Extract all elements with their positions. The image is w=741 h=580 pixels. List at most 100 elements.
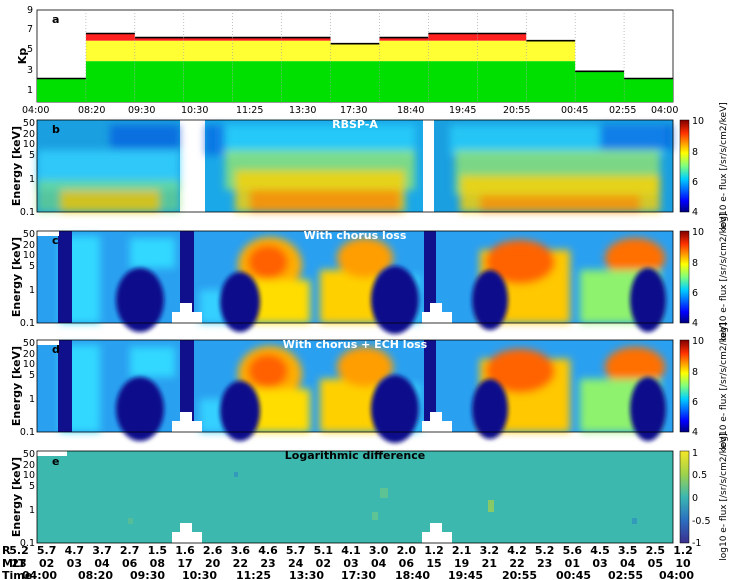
time-values-row: 04:00 08:20 09:30 10:30 11:25 13:30 17:3… — [22, 569, 694, 580]
panel-e-title: Logarithmic difference — [285, 449, 425, 462]
energy-ytick: 1 — [29, 505, 35, 516]
r-value: 1.2 — [424, 544, 444, 557]
mlt-value: 24 — [288, 557, 304, 570]
rbsp-a-panel — [36, 119, 674, 213]
chorus-ech-loss-panel — [36, 339, 674, 443]
kp-bar — [330, 42, 380, 102]
chorus-ech-loss-white-notches — [37, 340, 452, 432]
time-value: 10:30 — [182, 569, 217, 580]
r-value: 4.2 — [507, 544, 527, 557]
time-value: 18:40 — [395, 569, 430, 580]
r-value: 1.5 — [148, 544, 168, 557]
axis-row-label-r: R — [2, 544, 11, 557]
energy-ytick: 50 — [23, 118, 35, 129]
kp-ylabel: Kp — [16, 48, 29, 65]
mlt-value: 06 — [122, 557, 138, 570]
chorus-loss-white-notches — [37, 231, 452, 323]
mlt-value: 06 — [399, 557, 415, 570]
time-value: 08:20 — [78, 569, 113, 580]
energy-ytick: 5 — [29, 370, 35, 381]
colorbars: 4 6 8 10 log10 e- flux [/sr/s/cm2/keV] 4… — [679, 102, 729, 561]
kp-bar — [477, 32, 527, 102]
kp-ytick: 7 — [27, 24, 33, 35]
kp-bar — [183, 36, 233, 102]
kp-xtick: 10:30 — [181, 105, 208, 116]
time-value: 00:45 — [556, 569, 591, 580]
rbsp-a-segment — [434, 120, 444, 212]
energy-ytick: 0.1 — [20, 427, 35, 438]
r-value: 5.1 — [314, 544, 334, 557]
kp-bar — [428, 32, 478, 102]
colorbar-tick: 4 — [692, 427, 698, 438]
axis-row-label-time: Time — [2, 569, 32, 580]
mlt-value: 17 — [177, 557, 192, 570]
mlt-value: 03 — [67, 557, 82, 570]
colorbar-c: 4 6 8 10 log10 e- flux [/sr/s/cm2/keV] — [679, 213, 729, 341]
panel-d-label: d — [52, 343, 60, 356]
r-value: 3.0 — [369, 544, 389, 557]
kp-xtick: 08:20 — [78, 105, 105, 116]
panel-b-yticks: 0.1 1 5 10 20 50 — [20, 118, 35, 218]
r-value: 5.2 — [9, 544, 29, 557]
kp-bar — [134, 36, 184, 102]
panel-e-ylabel: Energy [keV] — [10, 457, 23, 537]
colorbar-tick: 6 — [692, 177, 698, 188]
colorbar-b: 4 6 8 10 log10 e- flux [/sr/s/cm2/keV] — [679, 102, 729, 230]
kp-xticks: 04:00 08:20 09:30 10:30 11:25 13:30 17:3… — [22, 105, 678, 116]
colorbar-tick: 6 — [692, 397, 698, 408]
kp-ytick: 3 — [27, 65, 33, 76]
kp-xtick: 04:00 — [651, 105, 678, 116]
kp-xtick: 00:45 — [561, 105, 588, 116]
kp-grid — [85, 10, 625, 102]
mlt-value: 08 — [150, 557, 165, 570]
energy-ytick: 50 — [23, 449, 35, 460]
energy-ytick: 10 — [23, 250, 35, 261]
kp-xtick: 13:30 — [289, 105, 316, 116]
mlt-values-row: 23 02 03 04 06 08 17 20 22 23 24 02 03 04 06 15 19 21 22 23… — [11, 557, 691, 570]
kp-bar — [624, 77, 673, 102]
r-value: 5.7 — [37, 544, 57, 557]
colorbar-tick: 8 — [692, 147, 698, 158]
r-value: 5.6 — [563, 544, 583, 557]
mlt-value: 20 — [205, 557, 221, 570]
colorbar-tick: 0.5 — [692, 470, 707, 481]
r-value: 4.7 — [65, 544, 85, 557]
panel-c-ylabel: Energy [keV] — [10, 237, 23, 317]
kp-bar — [37, 77, 86, 102]
kp-panel-label: a — [52, 13, 59, 26]
colorbar-tick: 6 — [692, 288, 698, 299]
rbsp-a-frame — [36, 119, 674, 213]
mlt-value: 04 — [620, 557, 636, 570]
colorbar-tick: 8 — [692, 258, 698, 269]
r-value: 1.6 — [175, 544, 195, 557]
mlt-value: 23 — [11, 557, 26, 570]
colorbar-tick: 10 — [692, 116, 704, 127]
r-value: 3.7 — [92, 544, 112, 557]
mlt-value: 02 — [316, 557, 331, 570]
mlt-value: 22 — [233, 557, 248, 570]
time-value: 09:30 — [130, 569, 165, 580]
panel-d-yticks: 0.1 1 5 10 20 50 — [20, 338, 35, 438]
panel-b-ylabel: Energy [keV] — [10, 126, 23, 206]
colorbar-tick: 8 — [692, 367, 698, 378]
mlt-value: 04 — [371, 557, 387, 570]
colorbar-d: 4 6 8 10 log10 e- flux [/sr/s/cm2/keV] — [679, 322, 729, 450]
log-difference-white-notches — [37, 451, 452, 543]
r-value: 2.7 — [120, 544, 140, 557]
time-value: 11:25 — [236, 569, 271, 580]
kp-yticks: 1 3 5 7 9 — [27, 5, 33, 96]
rbsp-a-texture — [37, 125, 673, 212]
energy-ytick: 10 — [23, 139, 35, 150]
r-value: 2.5 — [646, 544, 666, 557]
mlt-value: 23 — [260, 557, 275, 570]
kp-bar — [379, 36, 429, 102]
panel-c-title: With chorus loss — [304, 229, 407, 242]
energy-ytick: 1 — [29, 174, 35, 185]
energy-ytick: 20 — [23, 129, 35, 140]
r-value: 4.5 — [590, 544, 610, 557]
panel-b-title: RBSP-A — [332, 118, 378, 131]
colorbar-tick: 10 — [692, 227, 704, 238]
kp-bar — [526, 39, 576, 102]
r-value: 4.1 — [341, 544, 361, 557]
